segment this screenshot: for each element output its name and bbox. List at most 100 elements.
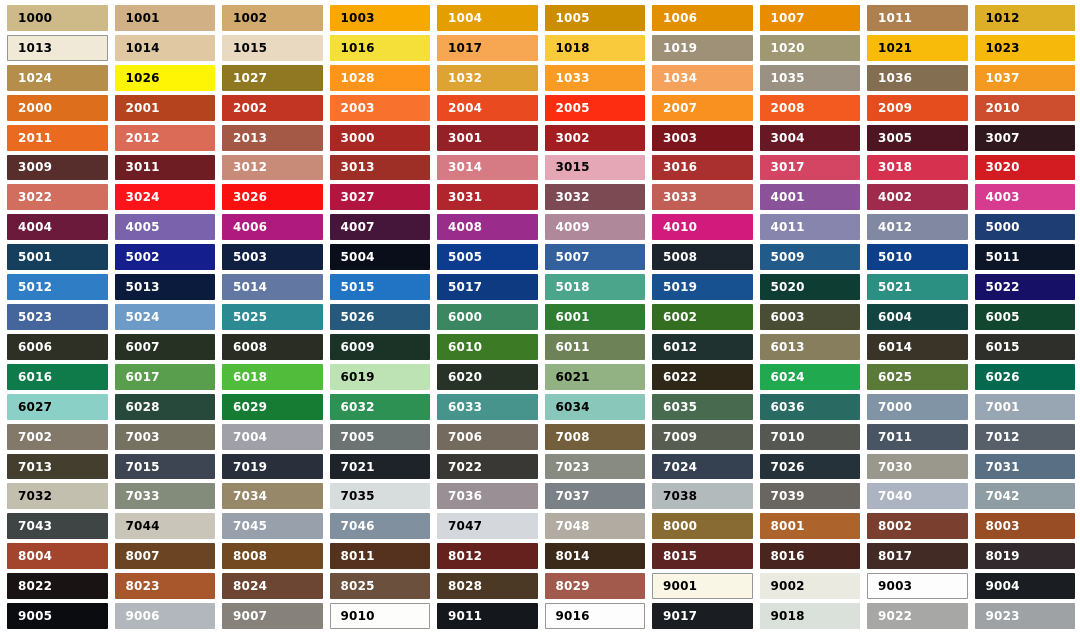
swatch-4003[interactable]: 4003	[974, 184, 1075, 211]
swatch-6003[interactable]: 6003	[759, 304, 860, 330]
swatch-9006[interactable]: 9006	[114, 603, 215, 629]
swatch-8025[interactable]: 8025	[329, 573, 430, 600]
swatch-1013[interactable]: 1013	[7, 34, 108, 61]
swatch-1024[interactable]: 1024	[7, 64, 108, 91]
swatch-1035[interactable]: 1035	[759, 64, 860, 91]
swatch-8014[interactable]: 8014	[544, 543, 645, 570]
swatch-5022[interactable]: 5022	[974, 274, 1075, 301]
swatch-9003[interactable]: 9003	[867, 573, 968, 600]
swatch-5014[interactable]: 5014	[222, 274, 323, 301]
swatch-6009[interactable]: 6009	[329, 333, 430, 360]
swatch-7004[interactable]: 7004	[222, 423, 323, 450]
swatch-7036[interactable]: 7036	[437, 483, 538, 510]
swatch-3002[interactable]: 3002	[544, 124, 645, 151]
swatch-6020[interactable]: 6020	[437, 363, 538, 390]
swatch-4011[interactable]: 4011	[759, 214, 860, 241]
swatch-7042[interactable]: 7042	[974, 483, 1075, 510]
swatch-5017[interactable]: 5017	[437, 274, 538, 301]
swatch-5015[interactable]: 5015	[329, 274, 430, 301]
swatch-6010[interactable]: 6010	[437, 333, 538, 360]
swatch-1005[interactable]: 1005	[544, 5, 645, 31]
swatch-6027[interactable]: 6027	[7, 393, 108, 420]
swatch-1014[interactable]: 1014	[114, 34, 215, 61]
swatch-4010[interactable]: 4010	[652, 214, 753, 241]
swatch-3007[interactable]: 3007	[974, 124, 1075, 151]
swatch-1004[interactable]: 1004	[437, 5, 538, 31]
swatch-7038[interactable]: 7038	[652, 483, 753, 510]
swatch-3016[interactable]: 3016	[652, 154, 753, 181]
swatch-7035[interactable]: 7035	[329, 483, 430, 510]
swatch-3020[interactable]: 3020	[974, 154, 1075, 181]
swatch-5002[interactable]: 5002	[114, 244, 215, 271]
swatch-1036[interactable]: 1036	[867, 64, 968, 91]
swatch-6032[interactable]: 6032	[329, 393, 430, 420]
swatch-3017[interactable]: 3017	[759, 154, 860, 181]
swatch-9018[interactable]: 9018	[759, 603, 860, 629]
swatch-7011[interactable]: 7011	[867, 423, 968, 450]
swatch-6019[interactable]: 6019	[329, 363, 430, 390]
swatch-8004[interactable]: 8004	[7, 543, 108, 570]
swatch-3022[interactable]: 3022	[7, 184, 108, 211]
swatch-7006[interactable]: 7006	[437, 423, 538, 450]
swatch-1002[interactable]: 1002	[222, 5, 323, 31]
swatch-2005[interactable]: 2005	[544, 94, 645, 121]
swatch-1012[interactable]: 1012	[974, 5, 1075, 31]
swatch-7030[interactable]: 7030	[867, 453, 968, 480]
swatch-1027[interactable]: 1027	[222, 64, 323, 91]
swatch-5007[interactable]: 5007	[544, 244, 645, 271]
swatch-5008[interactable]: 5008	[652, 244, 753, 271]
swatch-3033[interactable]: 3033	[652, 184, 753, 211]
swatch-8023[interactable]: 8023	[114, 573, 215, 600]
swatch-8003[interactable]: 8003	[974, 513, 1075, 540]
swatch-6012[interactable]: 6012	[652, 333, 753, 360]
swatch-8016[interactable]: 8016	[759, 543, 860, 570]
swatch-1020[interactable]: 1020	[759, 34, 860, 61]
swatch-9023[interactable]: 9023	[974, 603, 1075, 629]
swatch-9001[interactable]: 9001	[652, 573, 753, 600]
swatch-7022[interactable]: 7022	[437, 453, 538, 480]
swatch-8022[interactable]: 8022	[7, 573, 108, 600]
swatch-4007[interactable]: 4007	[329, 214, 430, 241]
swatch-5003[interactable]: 5003	[222, 244, 323, 271]
swatch-6011[interactable]: 6011	[544, 333, 645, 360]
swatch-5019[interactable]: 5019	[652, 274, 753, 301]
swatch-7044[interactable]: 7044	[114, 513, 215, 540]
swatch-3013[interactable]: 3013	[329, 154, 430, 181]
swatch-2004[interactable]: 2004	[437, 94, 538, 121]
swatch-1000[interactable]: 1000	[7, 5, 108, 31]
swatch-5020[interactable]: 5020	[759, 274, 860, 301]
swatch-4004[interactable]: 4004	[7, 214, 108, 241]
swatch-7003[interactable]: 7003	[114, 423, 215, 450]
swatch-3012[interactable]: 3012	[222, 154, 323, 181]
swatch-6006[interactable]: 6006	[7, 333, 108, 360]
swatch-3018[interactable]: 3018	[867, 154, 968, 181]
swatch-9016[interactable]: 9016	[544, 603, 645, 629]
swatch-6016[interactable]: 6016	[7, 363, 108, 390]
swatch-1026[interactable]: 1026	[114, 64, 215, 91]
swatch-9004[interactable]: 9004	[974, 573, 1075, 600]
swatch-6002[interactable]: 6002	[652, 304, 753, 330]
swatch-7008[interactable]: 7008	[544, 423, 645, 450]
swatch-4006[interactable]: 4006	[222, 214, 323, 241]
swatch-1028[interactable]: 1028	[329, 64, 430, 91]
swatch-5010[interactable]: 5010	[867, 244, 968, 271]
swatch-3005[interactable]: 3005	[867, 124, 968, 151]
swatch-1006[interactable]: 1006	[652, 5, 753, 31]
swatch-5025[interactable]: 5025	[222, 304, 323, 330]
swatch-2000[interactable]: 2000	[7, 94, 108, 121]
swatch-6001[interactable]: 6001	[544, 304, 645, 330]
swatch-1019[interactable]: 1019	[652, 34, 753, 61]
swatch-8029[interactable]: 8029	[544, 573, 645, 600]
swatch-2008[interactable]: 2008	[759, 94, 860, 121]
swatch-2011[interactable]: 2011	[7, 124, 108, 151]
swatch-1011[interactable]: 1011	[867, 5, 968, 31]
swatch-7048[interactable]: 7048	[544, 513, 645, 540]
swatch-1017[interactable]: 1017	[437, 34, 538, 61]
swatch-6021[interactable]: 6021	[544, 363, 645, 390]
swatch-6035[interactable]: 6035	[652, 393, 753, 420]
swatch-3004[interactable]: 3004	[759, 124, 860, 151]
swatch-3000[interactable]: 3000	[329, 124, 430, 151]
swatch-7034[interactable]: 7034	[222, 483, 323, 510]
swatch-5001[interactable]: 5001	[7, 244, 108, 271]
swatch-6000[interactable]: 6000	[437, 304, 538, 330]
